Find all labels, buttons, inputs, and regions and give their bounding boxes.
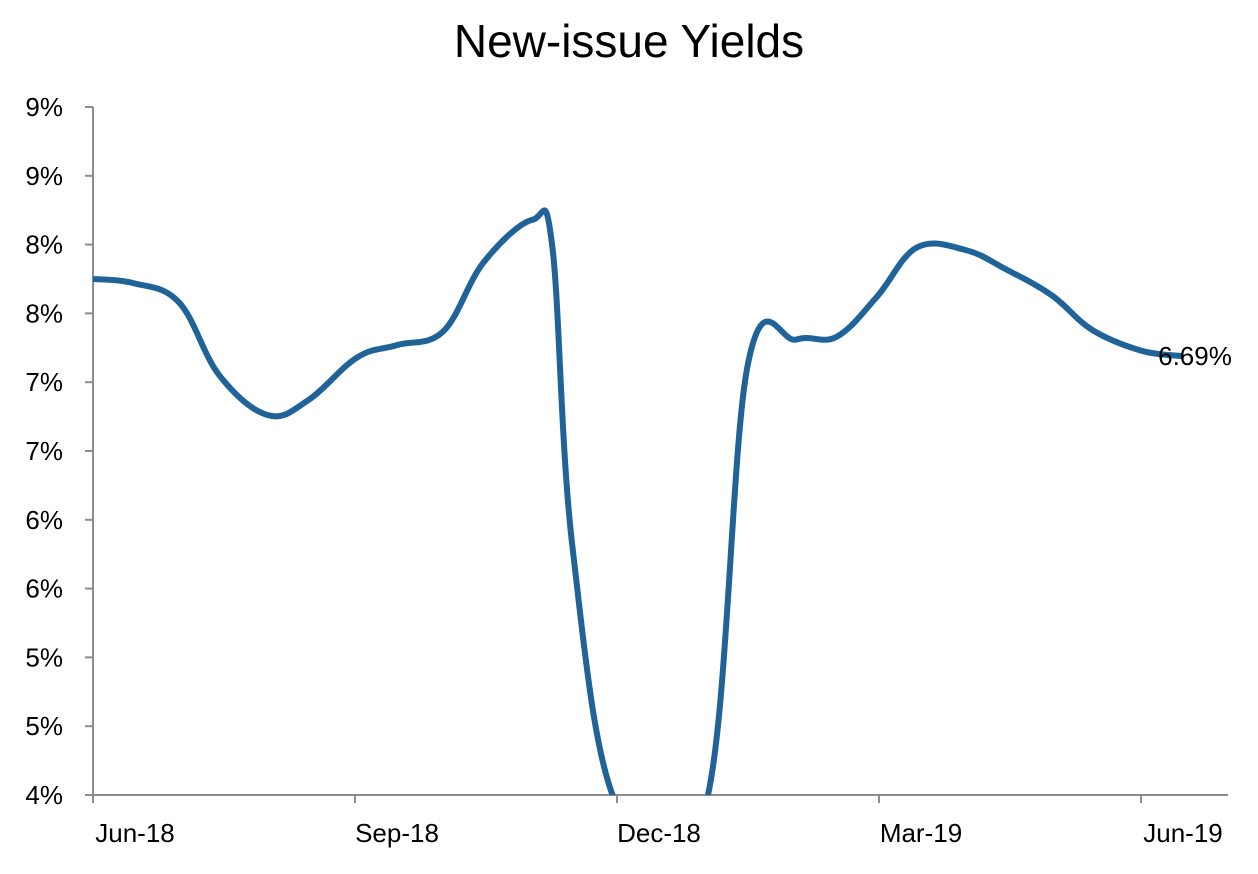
y-tick-label: 8% [25,230,63,260]
y-tick-label: 9% [25,92,63,122]
labels: 4% 5% 5% 6% 6% 7% 7% 8% 8% 9% 9% Jun-18 Sep-18 Dec-18… [25,92,1231,848]
y-tick-label: 7% [25,367,63,397]
y-tick-label: 6% [25,574,63,604]
y-tick-label: 9% [25,161,63,191]
y-tick-label: 6% [25,505,63,535]
y-tick-label: 5% [25,642,63,672]
x-tick-label: Jun-18 [95,818,175,848]
series-line [93,207,1185,795]
last-value-label: 6.69% [1158,341,1232,371]
chart-title: New-issue Yields [453,15,805,67]
axes [85,106,1228,803]
series-layer [93,207,1185,795]
x-tick-label: Jun-19 [1143,818,1223,848]
x-tick-label: Mar-19 [880,818,962,848]
y-tick-label: 4% [25,780,63,810]
y-tick-label: 8% [25,298,63,328]
x-tick-label: Sep-18 [355,818,439,848]
x-tick-label: Dec-18 [617,818,701,848]
y-tick-label: 5% [25,711,63,741]
y-tick-label: 7% [25,436,63,466]
